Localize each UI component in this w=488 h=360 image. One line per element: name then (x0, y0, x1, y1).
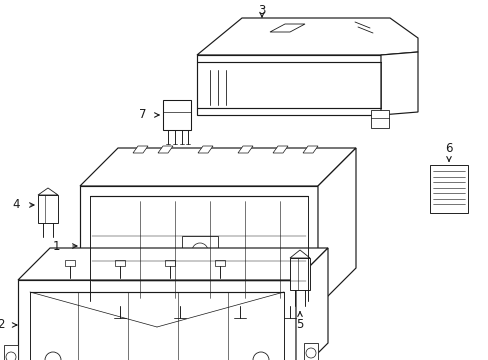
Polygon shape (289, 250, 309, 258)
Bar (4, 345, 18, 360)
Polygon shape (65, 260, 75, 266)
Polygon shape (18, 248, 327, 280)
Polygon shape (317, 148, 355, 306)
Text: 3: 3 (258, 4, 265, 17)
Text: 2: 2 (0, 319, 5, 332)
Polygon shape (182, 236, 218, 266)
Bar (304, 343, 317, 360)
Polygon shape (303, 146, 317, 153)
Text: 5: 5 (296, 318, 303, 331)
Polygon shape (215, 260, 224, 266)
Polygon shape (38, 188, 58, 195)
Text: 1: 1 (52, 239, 60, 252)
Polygon shape (198, 146, 213, 153)
Bar (289, 258, 309, 290)
Bar (370, 110, 388, 128)
Bar (38, 195, 58, 223)
Polygon shape (197, 55, 380, 115)
Polygon shape (269, 24, 305, 32)
Polygon shape (115, 260, 125, 266)
Polygon shape (238, 146, 252, 153)
Bar (163, 100, 191, 130)
Text: 4: 4 (13, 198, 20, 211)
Text: 6: 6 (445, 142, 452, 155)
Polygon shape (164, 260, 175, 266)
Polygon shape (80, 148, 355, 186)
Bar (429, 165, 467, 213)
Text: 7: 7 (139, 108, 147, 122)
Polygon shape (272, 146, 287, 153)
Polygon shape (295, 248, 327, 360)
Polygon shape (80, 186, 317, 306)
Polygon shape (197, 18, 417, 55)
Polygon shape (158, 146, 173, 153)
Polygon shape (18, 280, 295, 360)
Polygon shape (380, 52, 417, 115)
Polygon shape (133, 146, 148, 153)
